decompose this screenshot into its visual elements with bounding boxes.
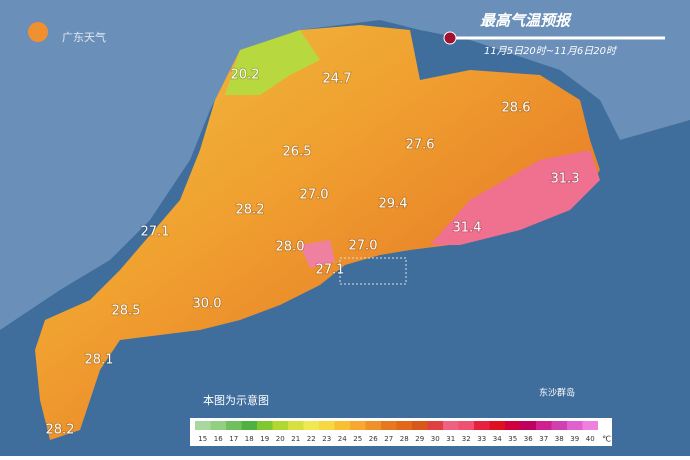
station-temp: 28.6	[502, 101, 531, 116]
legend-label: 37	[539, 435, 548, 443]
legend-unit: ℃	[602, 435, 611, 444]
station-temp: 27.6	[406, 138, 435, 153]
logo-text: 广东天气	[62, 30, 106, 44]
station-temp: 24.7	[323, 72, 352, 87]
legend-swatch	[303, 421, 319, 430]
station-temp: 31.3	[551, 172, 580, 187]
legend-label: 23	[322, 435, 331, 443]
station-temp: 28.2	[46, 423, 75, 438]
station-temp: 31.4	[453, 221, 482, 236]
legend-swatch	[241, 421, 257, 430]
station-temp: 27.0	[300, 188, 329, 203]
logo-icon	[28, 22, 48, 42]
legend-label: 20	[276, 435, 285, 443]
station-temp: 28.2	[236, 203, 265, 218]
hot-area	[430, 150, 600, 245]
station-temp: 29.4	[379, 197, 408, 212]
legend-label: 28	[400, 435, 409, 443]
land	[35, 25, 600, 440]
station-temp: 20.2	[231, 68, 260, 83]
station-temp: 27.0	[349, 239, 378, 254]
legend-swatch	[474, 421, 490, 430]
station-temp: 28.1	[85, 353, 114, 368]
legend-label: 17	[229, 435, 238, 443]
legend-swatch	[257, 421, 273, 430]
cool-area	[225, 30, 320, 95]
legend-label: 35	[508, 435, 517, 443]
title: 最高气温预报	[480, 12, 572, 30]
legend-label: 24	[338, 435, 347, 443]
island-label: 东沙群岛	[539, 387, 575, 399]
legend-swatch	[288, 421, 304, 430]
note: 本图为示意图	[203, 393, 269, 407]
legend-swatch	[551, 421, 567, 430]
legend-label: 32	[462, 435, 471, 443]
legend-swatch	[567, 421, 583, 430]
legend-swatch	[381, 421, 397, 430]
legend-label: 18	[245, 435, 254, 443]
legend-label: 40	[586, 435, 595, 443]
legend-swatch	[458, 421, 474, 430]
legend-label: 22	[307, 435, 316, 443]
station-temp: 27.1	[141, 225, 170, 240]
legend-swatch	[412, 421, 428, 430]
legend-swatch	[520, 421, 536, 430]
legend-label: 16	[214, 435, 223, 443]
legend-label: 38	[555, 435, 564, 443]
neighbor-land	[0, 0, 690, 330]
legend-swatch	[536, 421, 552, 430]
hot-area	[300, 240, 335, 268]
legend-label: 36	[524, 435, 533, 443]
station-temp: 26.5	[283, 145, 312, 160]
legend-swatch	[226, 421, 242, 430]
legend-label: 26	[369, 435, 378, 443]
legend-swatch	[396, 421, 412, 430]
legend-swatch	[582, 421, 598, 430]
legend-label: 31	[446, 435, 455, 443]
legend-swatch	[272, 421, 288, 430]
layer: 20.2 24.7 28.6 26.5 27.6 31.3 27.0 29.4 28.2 27.1…	[45, 67, 611, 444]
legend-swatch	[319, 421, 335, 430]
legend-swatch	[195, 421, 211, 430]
station-temp: 27.1	[316, 263, 345, 278]
legend-swatch	[443, 421, 459, 430]
legend-swatch	[489, 421, 505, 430]
legend-label: 39	[570, 435, 579, 443]
title-dot	[443, 31, 457, 45]
legend-label: 34	[493, 435, 502, 443]
legend-label: 21	[291, 435, 300, 443]
subtitle: 11月5日20时~11月6日20时	[484, 45, 618, 57]
legend-label: 29	[415, 435, 424, 443]
legend-label: 27	[384, 435, 393, 443]
legend-label: 15	[198, 435, 207, 443]
legend-swatch	[210, 421, 226, 430]
station-temp: 30.0	[193, 297, 222, 312]
legend-label: 19	[260, 435, 269, 443]
legend-swatch	[505, 421, 521, 430]
station-temp: 28.5	[112, 304, 141, 319]
legend-swatch	[365, 421, 381, 430]
hk-macau-box	[339, 257, 407, 285]
legend-swatch	[350, 421, 366, 430]
legend-swatch	[334, 421, 350, 430]
legend-label: 25	[353, 435, 362, 443]
legend-label: 33	[477, 435, 486, 443]
legend-swatch	[427, 421, 443, 430]
legend-label: 30	[431, 435, 440, 443]
station-temp: 28.0	[276, 240, 305, 255]
